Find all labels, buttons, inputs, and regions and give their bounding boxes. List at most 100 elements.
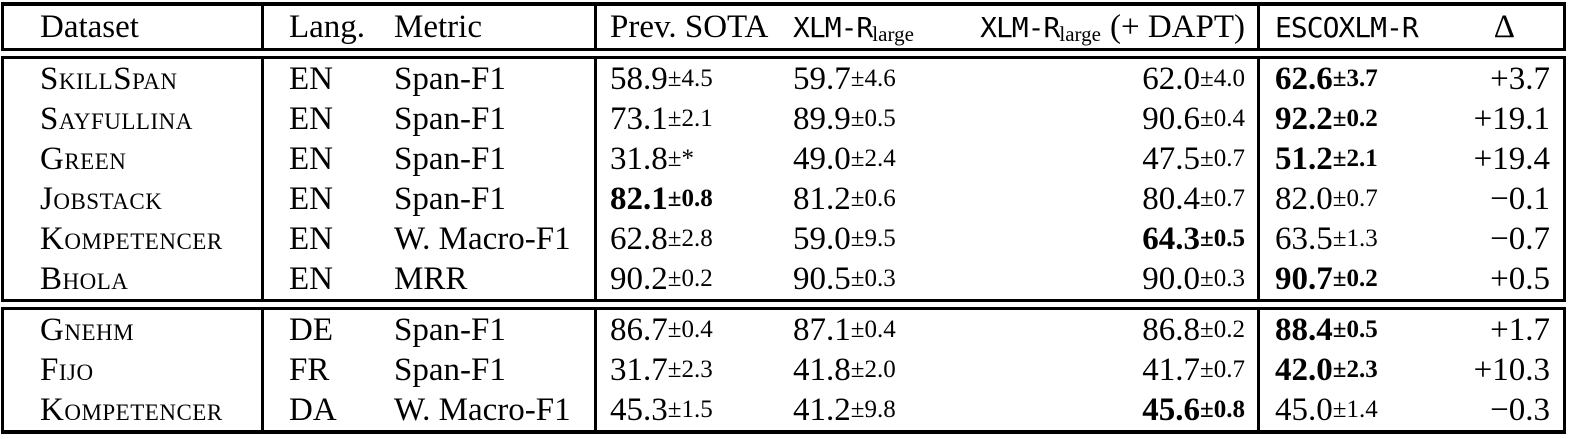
header-xlmr-dapt: XLM-R large (+ DAPT) (969, 6, 1257, 48)
lang-value: EN (289, 100, 333, 137)
metric-cell: Span-F1 (384, 139, 594, 179)
score-value: 81.2 (793, 180, 851, 217)
lang-cell: FR (261, 350, 384, 390)
metric-cell: W. Macro-F1 (384, 219, 594, 259)
header-dataset-label: Dataset (40, 8, 139, 45)
score-value: 88.4 (1275, 311, 1333, 348)
header-prev-sota: Prev. SOTA (594, 6, 779, 48)
table-header-section: Dataset Lang. Metric Prev. SOTA XLM-R lar… (1, 2, 1566, 51)
score-value: 90.2 (610, 260, 668, 297)
header-xlmr-subscript: large (872, 21, 914, 46)
score-value: 45.0 (1275, 391, 1333, 428)
metric-cell: MRR (384, 259, 594, 299)
metric-cell: Span-F1 (384, 59, 594, 99)
delta-symbol: Δ (1493, 8, 1515, 45)
dataset-name: Kompetencer (40, 391, 223, 428)
escoxlmr-cell: 90.7 ±0.2 (1257, 259, 1444, 299)
score-std: ±2.3 (667, 356, 713, 383)
score-std: ±0.7 (1200, 185, 1245, 212)
score-value: 59.7 (793, 60, 851, 97)
score-value: 41.2 (793, 391, 851, 428)
score-value: 45.6 (1142, 391, 1201, 428)
dataset-cell: Kompetencer (4, 219, 261, 259)
delta-cell: +0.5 (1444, 259, 1563, 299)
metric-cell: Span-F1 (384, 179, 594, 219)
score-value: 42.0 (1275, 351, 1333, 388)
lang-value: EN (289, 260, 333, 297)
dataset-name: Kompetencer (40, 220, 223, 257)
prev-sota-cell: 31.7 ±2.3 (594, 350, 779, 390)
score-std: ±0.2 (1332, 265, 1378, 292)
score-value: 58.9 (610, 60, 668, 97)
delta-value: +10.3 (1473, 351, 1550, 388)
dataset-cell: Bhola (4, 259, 261, 299)
score-std: ±0.3 (850, 265, 896, 292)
score-std: ±2.3 (1332, 356, 1378, 383)
score-value: 82.0 (1275, 180, 1333, 217)
lang-cell: EN (261, 179, 384, 219)
delta-cell: +1.7 (1444, 310, 1563, 350)
score-value: 64.3 (1142, 220, 1201, 257)
delta-value: −0.7 (1490, 220, 1550, 257)
dataset-cell: Jobstack (4, 179, 261, 219)
score-value: 87.1 (793, 311, 851, 348)
dataset-cell: Fijo (4, 350, 261, 390)
dataset-cell: Sayfullina (4, 99, 261, 139)
header-xlmr: XLM-R large (779, 6, 969, 48)
score-value: 89.9 (793, 100, 851, 137)
delta-value: +0.5 (1490, 260, 1550, 297)
score-std: ±1.5 (667, 396, 713, 423)
score-value: 47.5 (1142, 140, 1201, 177)
score-std: ±0.5 (1200, 225, 1245, 252)
score-std: ±0.5 (850, 105, 896, 132)
score-std: ±0.2 (1200, 316, 1245, 343)
lang-value: EN (289, 140, 333, 177)
escoxlmr-cell: 45.0 ±1.4 (1257, 390, 1444, 430)
score-value: 31.8 (610, 140, 668, 177)
escoxlmr-cell: 88.4 ±0.5 (1257, 310, 1444, 350)
header-escoxlmr: ESCOXLM-R (1257, 6, 1444, 48)
score-std: ±0.8 (1200, 396, 1245, 423)
metric-value: W. Macro-F1 (394, 391, 571, 428)
score-value: 63.5 (1275, 220, 1333, 257)
score-value: 86.7 (610, 311, 668, 348)
xlmr-cell: 81.2 ±0.6 (779, 179, 969, 219)
lang-value: FR (289, 351, 330, 388)
escoxlmr-cell: 82.0 ±0.7 (1257, 179, 1444, 219)
score-value: 90.0 (1142, 260, 1201, 297)
table-section-english: SkillSpan EN Span-F1 58.9 ±4.5 59.7 ±4.6 6… (1, 56, 1566, 302)
header-xlmr-dapt-label: XLM-R (980, 10, 1060, 44)
header-xlmr-dapt-suffix: (+ DAPT) (1109, 8, 1245, 45)
score-value: 45.3 (610, 391, 668, 428)
metric-value: Span-F1 (394, 60, 506, 97)
dataset-name: Gnehm (40, 311, 135, 348)
score-value: 41.8 (793, 351, 851, 388)
xlmr-cell: 89.9 ±0.5 (779, 99, 969, 139)
xlmr-dapt-cell: 62.0 ±4.0 (969, 59, 1257, 99)
delta-value: −0.1 (1490, 180, 1550, 217)
delta-cell: −0.1 (1444, 179, 1563, 219)
header-dataset: Dataset (4, 6, 261, 48)
metric-value: Span-F1 (394, 351, 506, 388)
xlmr-cell: 41.8 ±2.0 (779, 350, 969, 390)
prev-sota-cell: 58.9 ±4.5 (594, 59, 779, 99)
lang-cell: DA (261, 390, 384, 430)
xlmr-dapt-cell: 86.8 ±0.2 (969, 310, 1257, 350)
lang-cell: EN (261, 59, 384, 99)
score-value: 49.0 (793, 140, 851, 177)
table-row: Sayfullina EN Span-F1 73.1 ±2.1 89.9 ±0.5 … (4, 99, 1563, 139)
dataset-name: Sayfullina (40, 100, 193, 137)
score-std: ±4.0 (1200, 65, 1245, 92)
header-escoxlmr-label: ESCOXLM-R (1275, 10, 1419, 44)
dataset-name: Green (40, 140, 127, 177)
score-std: ±9.8 (850, 396, 896, 423)
delta-value: +3.7 (1490, 60, 1550, 97)
table-row: Jobstack EN Span-F1 82.1 ±0.8 81.2 ±0.6 80… (4, 179, 1563, 219)
delta-value: +19.4 (1473, 140, 1550, 177)
score-value: 92.2 (1275, 100, 1333, 137)
escoxlmr-cell: 51.2 ±2.1 (1257, 139, 1444, 179)
xlmr-cell: 41.2 ±9.8 (779, 390, 969, 430)
table-row: Bhola EN MRR 90.2 ±0.2 90.5 ±0.3 90.0 ±0.3 … (4, 259, 1563, 299)
